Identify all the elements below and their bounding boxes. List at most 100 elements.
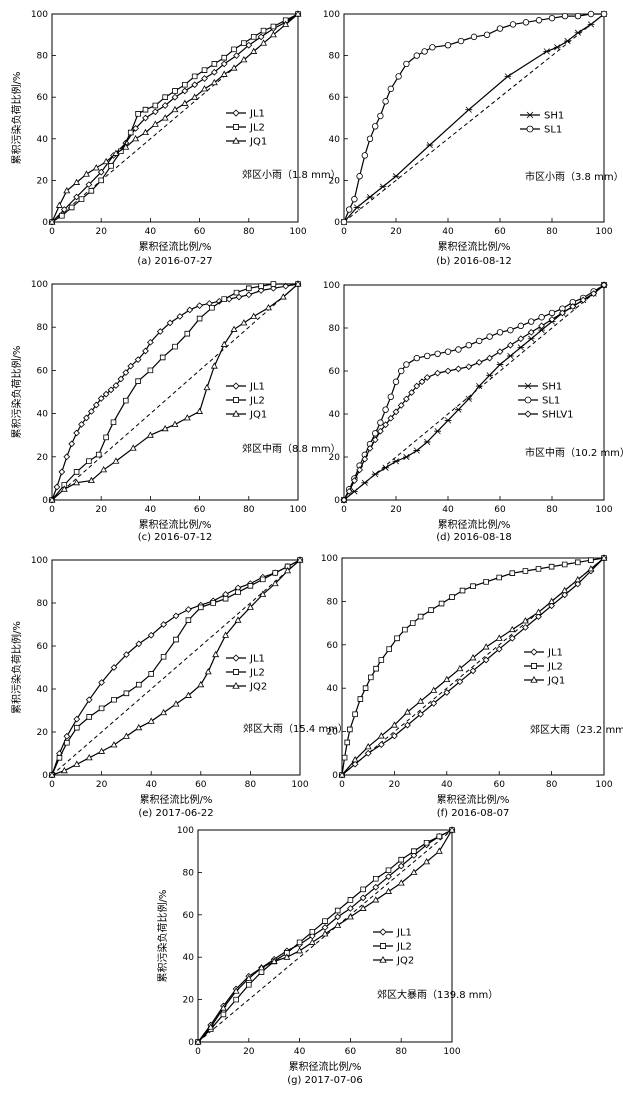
marker-2: [73, 478, 81, 486]
marker-22: [260, 39, 268, 46]
legend-label: JL1: [396, 928, 412, 939]
y-tick-label: 60: [37, 642, 49, 652]
marker-17: [246, 285, 252, 292]
marker-19: [587, 565, 595, 572]
legend-label: JL2: [249, 668, 265, 679]
marker-33: [600, 281, 608, 289]
marker-12: [181, 87, 189, 95]
marker-11: [394, 635, 400, 642]
marker-5: [258, 964, 265, 971]
marker-6: [78, 421, 85, 428]
marker-6: [371, 436, 379, 444]
marker-20: [600, 554, 608, 561]
marker-9: [434, 428, 441, 435]
x-tick-label: 80: [546, 780, 558, 790]
marker-18: [423, 858, 431, 865]
marker-15: [535, 608, 542, 615]
diagonal-line: [51, 283, 299, 501]
marker-19: [470, 583, 476, 589]
x-tick-label: 0: [195, 1047, 201, 1057]
marker-13: [191, 81, 199, 89]
x-tick-label: 40: [442, 227, 454, 237]
marker-12: [197, 680, 205, 688]
marker-16: [201, 67, 208, 73]
marker-15: [191, 73, 198, 80]
marker-15: [385, 887, 392, 894]
marker-8: [382, 98, 389, 105]
chart-title: 市区小雨（3.8 mm）: [525, 170, 623, 183]
marker-8: [87, 408, 95, 415]
x-axis-label: 累积径流比例/%: [438, 518, 511, 531]
marker-15: [222, 595, 229, 602]
marker-19: [257, 33, 265, 41]
marker-10: [392, 378, 400, 385]
x-tick-label: 40: [145, 227, 157, 237]
marker-7: [112, 149, 120, 156]
marker-14: [182, 81, 188, 88]
marker-21: [475, 359, 483, 366]
marker-12: [587, 21, 595, 28]
marker-6: [417, 697, 425, 704]
marker-3: [356, 466, 363, 474]
marker-2: [68, 204, 75, 211]
marker-2: [351, 195, 358, 203]
marker-legend: [232, 137, 240, 144]
marker-3: [371, 471, 379, 478]
marker-11: [172, 612, 180, 620]
marker-21: [496, 329, 504, 336]
marker-15: [385, 873, 392, 881]
x-tick-label: 60: [194, 505, 206, 515]
chart-title: 郊区小雨（1.8 mm）: [242, 168, 341, 181]
x-tick-label: 60: [494, 227, 506, 237]
marker-13: [196, 315, 203, 322]
marker-7: [377, 427, 384, 435]
marker-25: [517, 335, 525, 343]
marker-26: [215, 297, 223, 305]
marker-26: [548, 309, 556, 317]
marker-18: [258, 283, 264, 289]
marker-4: [390, 721, 398, 728]
x-tick-label: 60: [194, 227, 206, 237]
marker-17: [211, 61, 218, 67]
marker-17: [134, 356, 142, 363]
marker-19: [538, 327, 545, 334]
marker-13: [360, 886, 366, 893]
marker-17: [434, 369, 441, 377]
marker-15: [434, 350, 441, 357]
marker-11: [196, 407, 204, 414]
marker-5: [98, 177, 104, 184]
y-tick-label: 100: [321, 554, 338, 564]
marker-10: [395, 73, 402, 80]
marker-8: [443, 675, 451, 683]
y-tick-label: 100: [323, 10, 340, 20]
marker-24: [535, 566, 542, 572]
marker-2: [64, 739, 70, 746]
y-tick-label: 80: [327, 597, 339, 607]
marker-21: [250, 34, 257, 40]
marker-18: [527, 335, 535, 342]
marker-11: [152, 102, 159, 109]
marker-24: [196, 302, 203, 309]
marker-7: [83, 414, 90, 422]
marker-6: [111, 696, 117, 703]
panel-6: 0 20 40 60 80 100 0 20 40 60 80 100 JL1 JL2 JQ1 郊区大雨（23…: [321, 554, 623, 819]
diagonal-line: [51, 559, 301, 776]
marker-9: [309, 928, 316, 935]
marker-16: [235, 589, 241, 596]
marker-1: [353, 204, 361, 211]
x-axis-label: 累积径流比例/%: [289, 1060, 362, 1073]
marker-25: [538, 314, 545, 321]
marker-12: [185, 606, 192, 613]
marker-10: [160, 621, 167, 628]
legend-label: JL2: [396, 942, 412, 953]
x-tick-label: 100: [443, 1047, 460, 1057]
diagonal-line: [343, 13, 605, 223]
y-tick-label: 20: [37, 453, 49, 463]
marker-4: [97, 168, 105, 176]
marker-2: [58, 468, 66, 476]
marker-27: [600, 10, 608, 18]
x-axis-label: 累积径流比例/%: [437, 793, 510, 806]
marker-20: [486, 333, 493, 340]
marker-15: [221, 296, 227, 302]
marker-18: [444, 367, 452, 375]
